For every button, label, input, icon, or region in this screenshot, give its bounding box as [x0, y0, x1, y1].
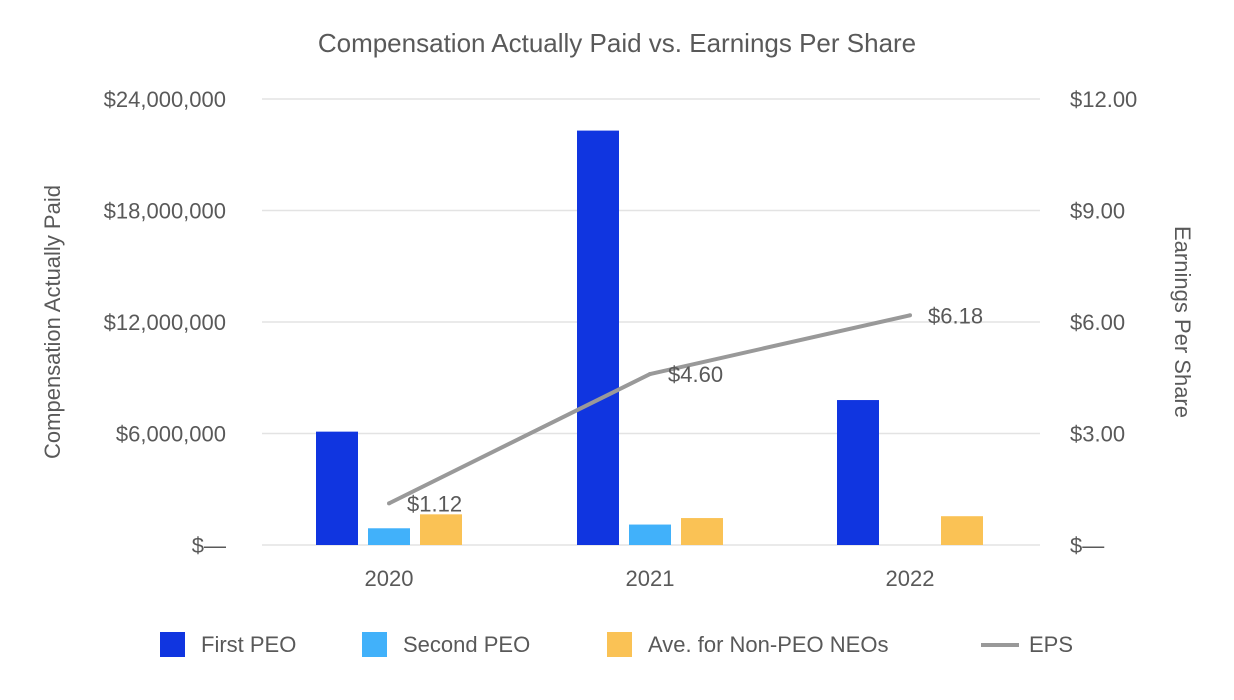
left-axis-title: Compensation Actually Paid [40, 185, 65, 459]
left-tick-label: $— [192, 533, 226, 558]
right-tick-label: $6.00 [1070, 310, 1125, 335]
left-tick-label: $6,000,000 [116, 422, 226, 447]
right-axis-ticks: $— $3.00 $6.00 $9.00 $12.00 [1070, 87, 1137, 558]
bar-second-peo-2020 [368, 528, 410, 545]
legend-swatch-first-peo [160, 632, 185, 657]
eps-point [387, 501, 391, 506]
x-category-label: 2021 [626, 566, 675, 591]
left-tick-label: $24,000,000 [104, 87, 226, 112]
legend: First PEO Second PEO Ave. for Non-PEO NEOs… [160, 632, 1073, 657]
eps-data-label: $1.12 [407, 491, 462, 516]
bar-first-peo-2022 [837, 400, 879, 545]
left-tick-label: $12,000,000 [104, 310, 226, 335]
left-axis-ticks: $— $6,000,000 $12,000,000 $18,000,000 $24,00… [104, 87, 226, 558]
bar-first-peo-2020 [316, 431, 358, 545]
right-tick-label: $12.00 [1070, 87, 1137, 112]
eps-line-group: $1.12 $4.60 $6.18 [387, 303, 983, 516]
x-category-label: 2020 [365, 566, 414, 591]
legend-label-ave-for-non-peo-neos: Ave. for Non-PEO NEOs [648, 632, 888, 657]
legend-swatch-second-peo [362, 632, 387, 657]
right-tick-label: $9.00 [1070, 199, 1125, 224]
left-tick-label: $18,000,000 [104, 199, 226, 224]
gridlines [262, 98, 1040, 546]
eps-point [648, 372, 652, 377]
bar-first-peo-2021 [577, 130, 619, 545]
eps-data-label: $6.18 [928, 303, 983, 328]
eps-data-label: $4.60 [668, 362, 723, 387]
right-axis-title: Earnings Per Share [1170, 226, 1195, 418]
bar-ave-for-non-peo-neos-2021 [681, 518, 723, 545]
legend-label-eps: EPS [1029, 632, 1073, 657]
right-tick-label: $— [1070, 533, 1104, 558]
bars [316, 130, 983, 545]
x-category-label: 2022 [886, 566, 935, 591]
bar-ave-for-non-peo-neos-2022 [941, 516, 983, 545]
x-axis-categories: 2020 2021 2022 [365, 566, 935, 591]
chart-title: Compensation Actually Paid vs. Earnings … [318, 28, 916, 58]
bar-ave-for-non-peo-neos-2020 [420, 514, 462, 545]
eps-line [388, 313, 911, 506]
legend-swatch-ave-for-non-peo-neos [607, 632, 632, 657]
legend-label-first-peo: First PEO [201, 632, 296, 657]
bar-second-peo-2021 [629, 524, 671, 545]
legend-label-second-peo: Second PEO [403, 632, 530, 657]
right-tick-label: $3.00 [1070, 422, 1125, 447]
eps-point [908, 313, 912, 318]
